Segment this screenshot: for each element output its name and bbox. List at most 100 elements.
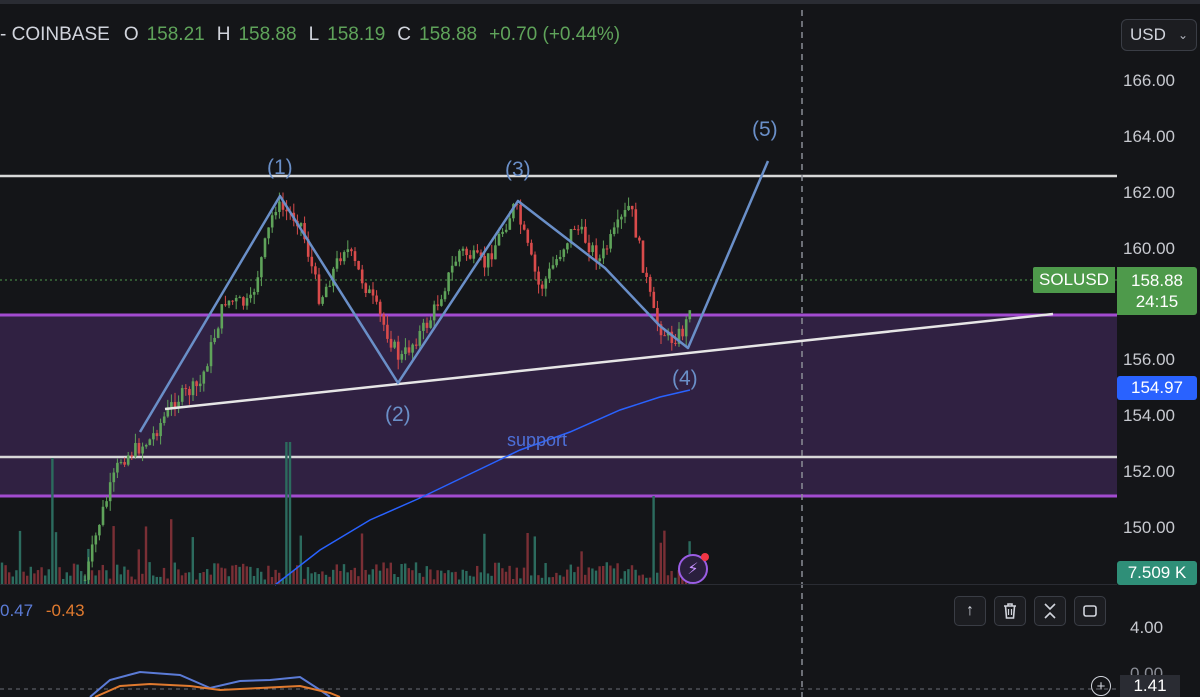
candle-body: [540, 284, 544, 289]
close-value: 158.88: [419, 24, 478, 45]
candle-body: [396, 341, 400, 360]
volume-bar: [155, 576, 158, 584]
volume-bar: [674, 577, 677, 584]
volume-bar: [411, 570, 414, 584]
price-tick: 164.00: [1123, 127, 1175, 146]
volume-bar: [458, 579, 461, 584]
price-tick: 156.00: [1123, 350, 1175, 369]
volume-bar: [332, 569, 335, 584]
volume-bar: [530, 575, 533, 584]
candle-body: [342, 252, 346, 262]
volume-bar: [335, 564, 338, 584]
volume-bar: [497, 562, 500, 584]
candle-body: [598, 258, 602, 262]
volume-bar: [51, 458, 54, 584]
volume-bar: [76, 564, 79, 584]
volume-bar: [414, 562, 418, 584]
candle-body: [411, 344, 414, 353]
volume-bar: [443, 573, 446, 584]
zoom-in-icon[interactable]: +: [1091, 676, 1111, 696]
candle-body: [594, 245, 598, 262]
volume-bar: [533, 536, 536, 584]
volume-bar: [119, 574, 122, 584]
volume-bar: [429, 569, 432, 584]
volume-bar: [526, 532, 529, 584]
candle-body: [134, 443, 137, 457]
candle-body: [418, 330, 422, 346]
candle-body: [209, 342, 213, 367]
pane-divider[interactable]: [0, 584, 1117, 585]
volume-bar: [202, 572, 205, 584]
volume-bar: [339, 571, 342, 584]
volume-bar: [368, 574, 371, 584]
candle-body: [436, 304, 440, 306]
candle-body: [371, 289, 375, 296]
wave-label-2: (2): [385, 403, 411, 426]
volume-bar: [26, 575, 29, 584]
candle-body: [404, 347, 407, 355]
volume-bar: [108, 578, 112, 584]
candle-body: [537, 271, 540, 285]
volume-bar: [389, 562, 392, 584]
candle-body: [101, 506, 105, 525]
volume-bar: [620, 578, 623, 584]
moving-average-line: [274, 389, 691, 586]
volume-bar: [623, 571, 626, 584]
volume-bar: [512, 578, 515, 584]
candle-body: [684, 319, 688, 337]
volume-bar: [328, 576, 331, 584]
volume-bar: [584, 574, 587, 584]
price-tick: 160.00: [1123, 239, 1175, 258]
candle-body: [108, 482, 112, 502]
currency-select[interactable]: USD ⌄: [1121, 19, 1197, 51]
volume-bar: [616, 563, 619, 584]
price-tick: 150.00: [1123, 518, 1175, 537]
candle-body: [180, 388, 184, 402]
candle-body: [324, 286, 328, 298]
volume-bar: [663, 530, 666, 584]
candle-body: [616, 219, 620, 228]
volume-bar: [306, 567, 310, 584]
volume-bar: [670, 570, 673, 584]
candle-body: [350, 249, 353, 252]
candle-body: [663, 335, 666, 337]
wave-label-5: (5): [752, 118, 778, 141]
volume-bar: [18, 530, 22, 584]
candle-body: [533, 254, 537, 272]
volume-bar: [634, 569, 637, 584]
pane-toolbar: ↑: [954, 596, 1106, 626]
candle-body: [476, 250, 479, 253]
maximize-icon[interactable]: [1074, 596, 1106, 626]
candle-body: [522, 224, 526, 230]
price-tick: 154.00: [1123, 406, 1175, 425]
candle-body: [191, 381, 195, 396]
candle-body: [155, 433, 159, 437]
candle-body: [162, 416, 166, 423]
candle-body: [472, 250, 476, 259]
currency-value: USD: [1130, 25, 1166, 44]
candle-body: [447, 272, 450, 292]
candle-body: [123, 462, 126, 465]
trash-icon[interactable]: [994, 596, 1026, 626]
volume-bar: [440, 570, 443, 584]
volume-bar: [375, 564, 378, 584]
volume-bar: [656, 572, 659, 584]
change-value: +0.70 (+0.44%): [489, 24, 621, 45]
candle-body: [144, 444, 148, 447]
collapse-icon[interactable]: [1034, 596, 1066, 626]
candle-body: [87, 561, 90, 580]
candle-body: [555, 259, 558, 266]
wave-label-4: (4): [672, 367, 698, 390]
volume-bar: [472, 576, 475, 584]
candle-body: [468, 255, 472, 259]
volume-bar: [555, 572, 558, 584]
lightning-icon[interactable]: ⚡: [678, 554, 708, 584]
candle-body: [267, 227, 270, 239]
volume-bar: [58, 567, 61, 584]
wave-label-1: (1): [267, 156, 293, 179]
volume-bar: [677, 569, 680, 584]
volume-bar: [44, 575, 47, 584]
candle-body: [141, 446, 144, 454]
arrow-up-icon[interactable]: ↑: [954, 596, 986, 626]
